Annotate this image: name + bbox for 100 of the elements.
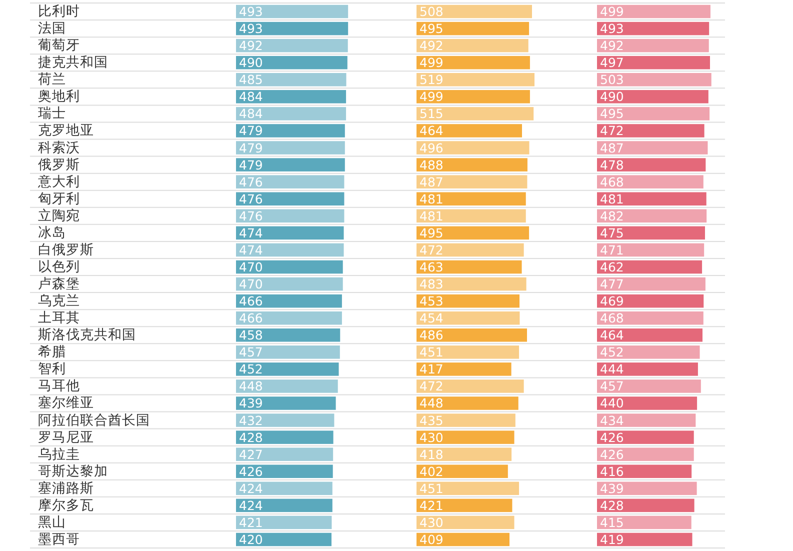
y-tick-label: 摩尔多瓦 — [38, 497, 94, 514]
data-label: 463 — [420, 259, 444, 274]
bar — [416, 516, 514, 530]
bar — [597, 346, 700, 359]
data-label: 453 — [420, 294, 444, 309]
bar — [236, 56, 348, 70]
y-tick-label: 塞尔维亚 — [38, 395, 94, 412]
data-label: 421 — [420, 498, 444, 513]
bar — [597, 124, 704, 138]
data-label: 440 — [600, 396, 624, 411]
bar — [236, 175, 344, 188]
bar — [597, 90, 708, 104]
y-tick-label: 比利时 — [38, 4, 80, 20]
y-tick-label: 法国 — [38, 20, 66, 37]
bar — [236, 38, 348, 52]
bar — [597, 226, 705, 240]
data-label: 409 — [420, 532, 444, 547]
bar — [416, 414, 516, 427]
y-tick-label: 俄罗斯 — [38, 156, 80, 173]
data-label: 474 — [239, 225, 263, 240]
data-label: 464 — [600, 328, 624, 343]
data-label: 482 — [600, 208, 624, 224]
bar — [236, 362, 339, 376]
data-label: 417 — [420, 362, 444, 377]
data-label: 497 — [600, 55, 624, 70]
bar — [597, 311, 704, 325]
y-tick-label: 希腊 — [38, 344, 66, 360]
data-label: 472 — [420, 242, 444, 258]
bar — [236, 396, 336, 410]
data-label: 479 — [239, 157, 263, 172]
data-label: 478 — [600, 157, 624, 172]
bar — [236, 107, 346, 120]
y-tick-label: 意大利 — [37, 174, 80, 190]
bar — [416, 226, 530, 240]
data-label: 457 — [600, 378, 624, 394]
bar — [236, 226, 344, 240]
data-label: 448 — [420, 396, 444, 411]
data-label: 466 — [239, 310, 263, 326]
data-label: 464 — [420, 123, 444, 138]
data-label: 486 — [420, 328, 444, 343]
data-label: 508 — [420, 4, 444, 20]
bar — [416, 328, 527, 342]
data-label: 430 — [420, 430, 444, 445]
data-label: 479 — [239, 123, 263, 138]
bar — [236, 380, 338, 393]
bar — [236, 277, 343, 291]
bar — [416, 380, 524, 393]
bar — [236, 141, 345, 154]
bar — [416, 464, 508, 478]
data-label: 481 — [600, 191, 624, 206]
bar — [236, 328, 340, 342]
y-tick-label: 荷兰 — [38, 72, 66, 88]
y-tick-label: 奥地利 — [38, 88, 80, 105]
data-label: 426 — [600, 430, 624, 445]
data-label: 475 — [600, 225, 624, 240]
data-label: 499 — [420, 89, 444, 104]
data-label: 448 — [239, 378, 263, 394]
bar — [416, 346, 520, 359]
bar — [597, 294, 704, 308]
y-tick-label: 科索沃 — [38, 140, 80, 156]
bar — [236, 192, 344, 206]
y-tick-label: 葡萄牙 — [38, 38, 80, 54]
data-label: 515 — [420, 106, 444, 122]
bar — [416, 73, 534, 86]
data-label: 474 — [239, 242, 263, 258]
data-label: 468 — [600, 174, 624, 190]
data-label: 462 — [600, 259, 624, 274]
bar — [236, 294, 342, 308]
data-label: 493 — [600, 21, 624, 36]
y-tick-label: 克罗地亚 — [38, 122, 94, 139]
y-tick-label: 塞浦路斯 — [38, 480, 94, 496]
bar — [597, 396, 698, 410]
data-label: 469 — [600, 294, 624, 309]
data-label: 416 — [600, 464, 624, 479]
y-tick-label: 冰岛 — [38, 224, 66, 241]
data-label: 424 — [239, 480, 263, 496]
data-label: 468 — [600, 310, 624, 326]
bar — [236, 516, 332, 530]
data-label: 484 — [239, 106, 263, 122]
data-label: 499 — [420, 55, 444, 70]
y-tick-label: 白俄罗斯 — [38, 242, 94, 258]
bar — [416, 448, 512, 461]
data-label: 458 — [239, 328, 263, 343]
bar — [236, 414, 334, 427]
data-label: 454 — [420, 310, 444, 326]
bar — [236, 346, 340, 359]
data-label: 439 — [239, 396, 263, 411]
bar — [597, 158, 706, 172]
bar — [236, 430, 334, 444]
data-label: 470 — [239, 276, 263, 292]
bar — [597, 192, 706, 206]
bar — [416, 396, 518, 410]
y-tick-label: 马耳他 — [38, 378, 80, 394]
y-tick-label: 阿拉伯联合酋长国 — [38, 412, 150, 428]
data-label: 519 — [420, 72, 444, 88]
bar — [416, 107, 534, 120]
data-label: 485 — [239, 72, 263, 88]
bar — [416, 22, 530, 36]
y-tick-label: 斯洛伐克共和国 — [38, 327, 136, 344]
data-label: 451 — [420, 480, 444, 496]
